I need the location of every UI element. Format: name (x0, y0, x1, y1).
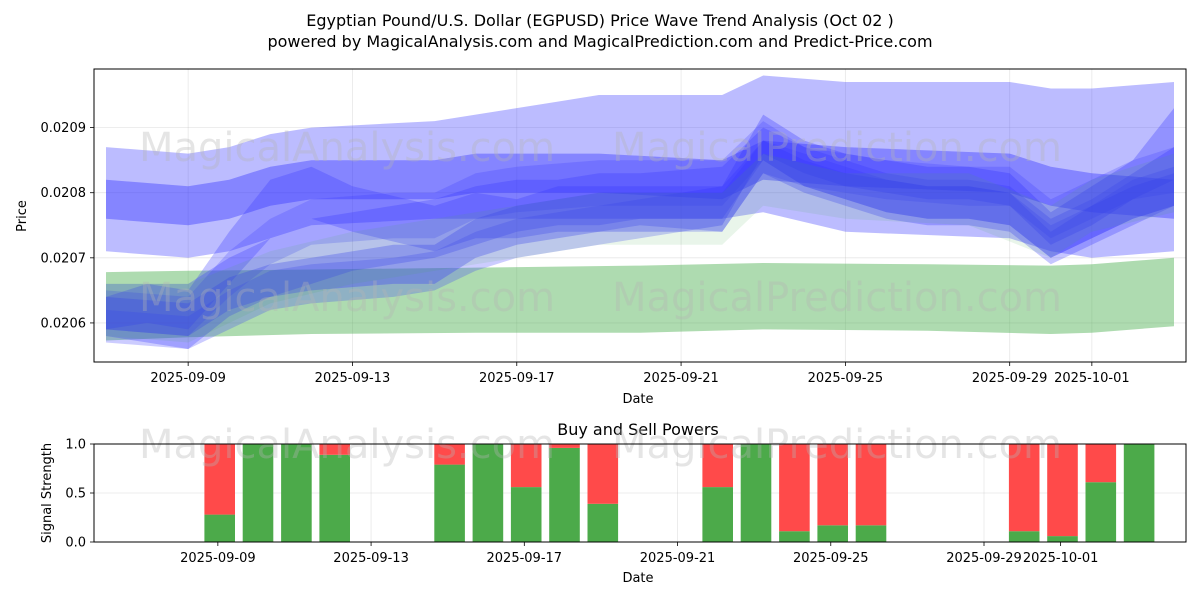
buy-sell-y-tick-label: 0.5 (65, 487, 86, 502)
price-x-tick-label: 2025-09-17 (479, 371, 555, 386)
buy-sell-x-tick-label: 2025-09-13 (333, 551, 409, 566)
buy-sell-x-tick-label: 2025-10-01 (1023, 551, 1099, 566)
buy-sell-plot-area (94, 444, 1186, 542)
price-y-tick-label: 0.0207 (41, 251, 87, 266)
buy-bar (549, 447, 580, 542)
light-green-band (106, 153, 1174, 343)
price-x-tick-label: 2025-09-09 (150, 371, 226, 386)
chart-title-line2: powered by MagicalAnalysis.com and Magic… (267, 32, 932, 51)
price-x-tick-label: 2025-09-25 (808, 371, 884, 386)
buy-sell-x-tick-label: 2025-09-21 (640, 551, 716, 566)
watermark-top-right: MagicalPrediction.com (612, 125, 1062, 171)
watermark-bottom-right: MagicalPrediction.com (612, 422, 1062, 468)
medium-blue-band (106, 140, 1174, 226)
buy-sell-axes: 2025-09-09 2025-09-13 2025-09-17 2025-09-21… (65, 438, 1098, 567)
buy-bar (1123, 444, 1155, 542)
buy-sell-x-axis-label: Date (622, 571, 653, 586)
buy-sell-y-tick-label: 1.0 (65, 438, 86, 453)
chart-title-line1: Egyptian Pound/U.S. Dollar (EGPUSD) Pric… (306, 11, 894, 30)
watermark-mid-right: MagicalPrediction.com (612, 275, 1062, 321)
buy-sell-y-axis-label: Signal Strength (40, 443, 55, 543)
buy-sell-x-tick-label: 2025-09-25 (793, 551, 869, 566)
sell-bar (587, 444, 619, 504)
buy-sell-chart: Buy and Sell Powers MagicalAnalysis.com … (40, 420, 1187, 586)
sell-bar (1047, 444, 1078, 537)
buy-bar (702, 487, 733, 542)
sell-bar (549, 444, 580, 448)
watermark-mid-left: MagicalAnalysis.com (139, 275, 555, 321)
price-plot-area (94, 69, 1186, 362)
price-y-tick-label: 0.0209 (41, 121, 87, 136)
buy-bar (855, 525, 887, 542)
price-x-tick-label: 2025-10-01 (1054, 371, 1130, 386)
rising-blue-band (106, 127, 1174, 349)
wide-blue-band (106, 75, 1174, 258)
lower-blue-band (106, 140, 1174, 349)
buy-bar (319, 454, 350, 542)
sell-bar (204, 444, 235, 515)
price-y-tick-label: 0.0206 (41, 316, 87, 331)
price-x-tick-label: 2025-09-29 (972, 371, 1048, 386)
sell-bar (510, 444, 542, 488)
buy-sell-title: Buy and Sell Powers (557, 420, 719, 439)
sell-bar (855, 444, 887, 526)
price-x-axis-label: Date (622, 392, 653, 407)
sell-bar (1085, 444, 1117, 483)
upper-mid-blue-band (106, 121, 1174, 336)
watermark-top-left: MagicalAnalysis.com (139, 125, 555, 171)
buy-bar (242, 444, 274, 542)
price-x-tick-label: 2025-09-21 (643, 371, 719, 386)
sell-bar (434, 444, 465, 465)
sell-bar (779, 444, 810, 532)
buy-bar (1047, 536, 1078, 542)
buy-bar (779, 531, 810, 542)
price-axes: 2025-09-09 2025-09-13 2025-09-17 2025-09-21… (41, 121, 1130, 386)
price-x-tick-label: 2025-09-13 (315, 371, 391, 386)
buy-bar (434, 464, 465, 542)
buy-bar (587, 503, 619, 542)
watermark-bottom-left: MagicalAnalysis.com (139, 422, 555, 468)
green-band (106, 257, 1174, 341)
spike-blue-band (106, 108, 1174, 336)
buy-sell-bars (204, 444, 1155, 542)
sell-bar (817, 444, 848, 526)
buy-bar (1085, 482, 1117, 542)
buy-sell-x-tick-label: 2025-09-29 (946, 551, 1022, 566)
sell-bar (1008, 444, 1040, 532)
buy-sell-y-tick-label: 0.0 (65, 536, 86, 551)
sell-bar (319, 444, 350, 455)
buy-bar (472, 444, 504, 542)
price-grid (94, 69, 1186, 362)
price-plot-frame (93, 68, 1187, 363)
buy-bar (204, 514, 235, 542)
buy-bar (1008, 531, 1040, 542)
price-y-tick-label: 0.0208 (41, 186, 87, 201)
price-wave-chart: MagicalAnalysis.com MagicalPrediction.co… (15, 68, 1187, 407)
buy-sell-x-tick-label: 2025-09-09 (180, 551, 256, 566)
sell-bar (702, 444, 733, 488)
buy-bar (740, 444, 772, 542)
buy-bar (510, 487, 542, 542)
buy-sell-x-tick-label: 2025-09-17 (487, 551, 563, 566)
price-y-axis-label: Price (15, 200, 30, 232)
price-bands (106, 75, 1174, 349)
mid-blue-band (106, 140, 1174, 330)
buy-bar (281, 444, 312, 542)
buy-bar (817, 525, 848, 542)
